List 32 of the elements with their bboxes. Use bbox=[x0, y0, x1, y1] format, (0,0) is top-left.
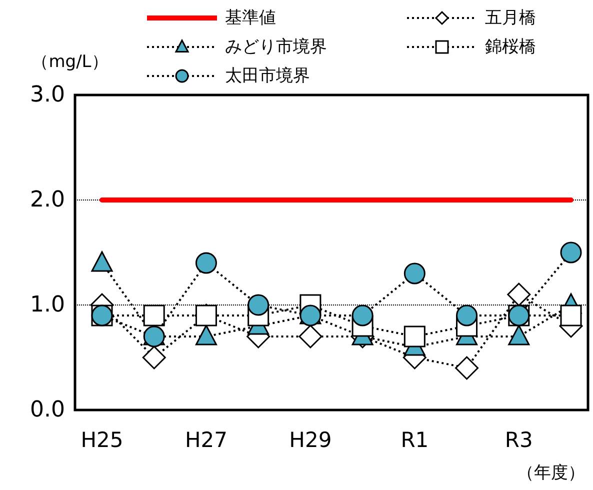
y-tick-label: 2.0 bbox=[30, 188, 65, 212]
x-tick-label: H27 bbox=[184, 428, 228, 452]
point bbox=[248, 294, 270, 316]
x-axis-title: （年度） bbox=[517, 463, 585, 483]
point bbox=[404, 326, 426, 348]
point bbox=[404, 262, 426, 284]
y-tick-label: 1.0 bbox=[30, 292, 65, 318]
point bbox=[195, 252, 217, 274]
point bbox=[298, 324, 322, 348]
y-tick-label: 0.0 bbox=[30, 398, 65, 422]
point bbox=[560, 242, 582, 264]
y-axis-title: （mg/L） bbox=[32, 52, 108, 72]
point bbox=[195, 304, 217, 326]
point bbox=[560, 304, 582, 326]
legend-label: みどり市境界 bbox=[225, 37, 327, 57]
x-tick-label: R3 bbox=[504, 428, 533, 452]
point bbox=[456, 304, 478, 326]
legend-label: 五月橋 bbox=[485, 8, 536, 28]
point bbox=[195, 324, 217, 346]
legend-label: 基準値 bbox=[225, 8, 276, 28]
point bbox=[508, 324, 530, 346]
point bbox=[507, 282, 531, 306]
x-tick-label: R1 bbox=[400, 428, 429, 452]
y-tick-label: 3.0 bbox=[30, 82, 65, 108]
legend-label: 太田市境界 bbox=[225, 66, 310, 86]
point bbox=[142, 346, 166, 370]
point bbox=[91, 251, 113, 272]
point bbox=[352, 304, 374, 326]
point bbox=[455, 356, 479, 380]
legend-label: 錦桜橋 bbox=[485, 37, 536, 57]
x-tick-label: H25 bbox=[80, 428, 124, 452]
x-tick-label: H29 bbox=[289, 428, 332, 452]
